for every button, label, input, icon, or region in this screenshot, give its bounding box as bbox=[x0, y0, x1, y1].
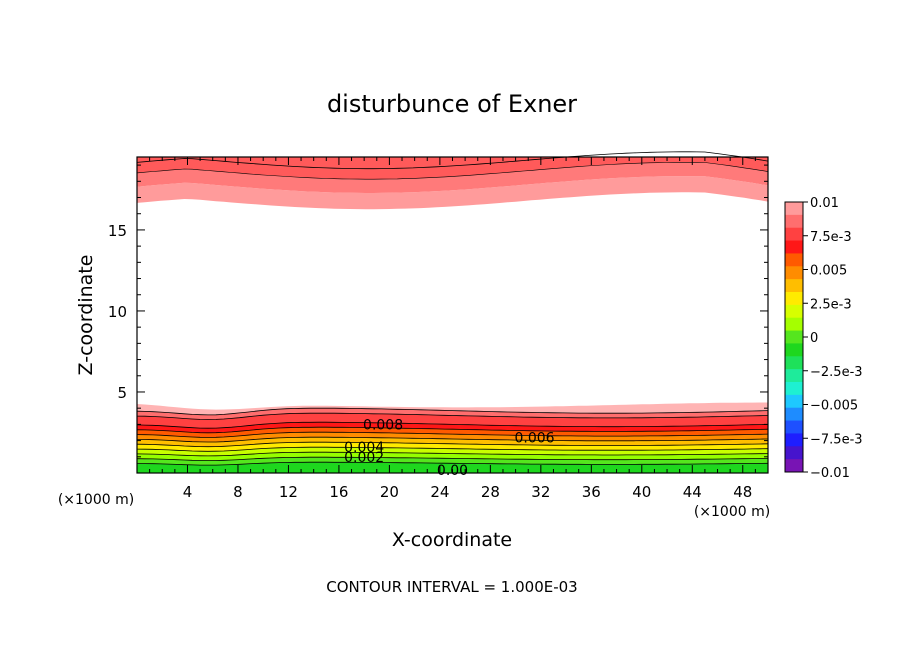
contour-line bbox=[136, 436, 769, 443]
colorbar-label: 0 bbox=[810, 331, 818, 346]
bottom-contour-band bbox=[137, 452, 768, 461]
y-tick-label: 5 bbox=[117, 384, 127, 402]
x-tick-label: 32 bbox=[531, 483, 550, 501]
x-tick-label: 48 bbox=[733, 483, 752, 501]
colorbar: 0.01 7.5e-3 0.005 2.5e-3 0 −2.5e-3 −0.005 −7.5e… bbox=[784, 196, 863, 481]
x-tick-label: 12 bbox=[279, 483, 298, 501]
bottom-contour-band bbox=[137, 442, 768, 452]
x-tick-label: 20 bbox=[380, 483, 399, 501]
colorbar-swatch bbox=[785, 330, 803, 344]
contour-label: 0.006 bbox=[514, 430, 554, 446]
colorbar-swatch bbox=[785, 343, 803, 357]
x-unit-label: (×1000 m) bbox=[694, 504, 770, 520]
contour-line bbox=[136, 431, 769, 438]
bottom-contour-band bbox=[137, 422, 768, 433]
colorbar-label: −0.01 bbox=[810, 466, 850, 481]
colorbar-swatch bbox=[785, 459, 803, 473]
top-contour-band bbox=[137, 176, 768, 210]
chart-title: disturbunce of Exner bbox=[327, 90, 577, 118]
colorbar-swatch bbox=[785, 446, 803, 460]
contour-label: 0.002 bbox=[344, 450, 384, 466]
contour-line bbox=[136, 407, 769, 416]
contour-label: 0.008 bbox=[363, 417, 403, 433]
colorbar-swatch bbox=[785, 407, 803, 422]
contour-line bbox=[136, 151, 769, 170]
contour-line bbox=[136, 451, 769, 457]
colorbar-swatch bbox=[785, 433, 803, 447]
top-contour-band bbox=[137, 162, 768, 193]
contour-line bbox=[136, 446, 769, 452]
colorbar-swatch bbox=[785, 420, 803, 434]
contour-line bbox=[136, 412, 769, 420]
colorbar-swatch bbox=[785, 356, 803, 370]
contour-fill-layer bbox=[137, 157, 768, 473]
colorbar-label: 7.5e-3 bbox=[810, 230, 852, 245]
colorbar-label: −0.005 bbox=[810, 399, 858, 414]
x-tick-label: 44 bbox=[683, 483, 702, 501]
x-axis-label: X-coordinate bbox=[392, 529, 512, 551]
colorbar-swatch bbox=[785, 279, 803, 293]
colorbar-label: −2.5e-3 bbox=[810, 365, 863, 380]
colorbar-swatch bbox=[785, 317, 803, 332]
bottom-contour-band bbox=[137, 408, 768, 420]
colorbar-swatch bbox=[785, 202, 803, 216]
colorbar-label: 0.005 bbox=[810, 264, 847, 279]
contour-line bbox=[137, 461, 769, 466]
x-tick-label: 40 bbox=[632, 483, 651, 501]
x-tick-label: 28 bbox=[481, 483, 500, 501]
colorbar-swatch bbox=[785, 292, 803, 306]
colorbar-swatch bbox=[785, 382, 803, 396]
bottom-contour-band bbox=[137, 447, 768, 456]
y-tick-label: 15 bbox=[108, 222, 127, 240]
colorbar-swatch bbox=[785, 214, 803, 229]
contour-line bbox=[136, 456, 769, 461]
colorbar-swatch bbox=[785, 369, 803, 383]
contour-line bbox=[136, 441, 769, 448]
bottom-contour-band bbox=[137, 427, 768, 438]
top-contour-band bbox=[137, 157, 768, 180]
colorbar-swatch bbox=[785, 266, 803, 280]
colorbar-label: −7.5e-3 bbox=[810, 432, 863, 447]
colorbar-swatch bbox=[785, 240, 803, 254]
contour-line bbox=[136, 162, 769, 180]
contour-lines bbox=[136, 151, 769, 466]
bottom-contour-band bbox=[137, 437, 768, 447]
bottom-contour-band bbox=[137, 432, 768, 442]
colorbar-label: 0.01 bbox=[810, 196, 839, 211]
bottom-contour-band bbox=[137, 413, 768, 429]
bottom-contour-band bbox=[137, 457, 768, 466]
colorbar-swatch bbox=[785, 394, 803, 409]
x-tick-label: 16 bbox=[329, 483, 348, 501]
contour-label: 0.004 bbox=[344, 440, 384, 456]
contour-line bbox=[136, 426, 769, 434]
colorbar-swatch bbox=[785, 253, 803, 267]
contour-interval-note: CONTOUR INTERVAL = 1.000E-03 bbox=[326, 578, 577, 596]
x-tick-label: 24 bbox=[430, 483, 449, 501]
x-tick-label: 4 bbox=[183, 483, 193, 501]
colorbar-swatch bbox=[785, 227, 803, 242]
y-axis-label: Z-coordinate bbox=[75, 255, 97, 376]
bottom-contour-band bbox=[137, 402, 768, 415]
x-tick-label: 8 bbox=[233, 483, 243, 501]
y-tick-label: 10 bbox=[108, 303, 127, 321]
contour-line bbox=[136, 421, 769, 429]
colorbar-label: 2.5e-3 bbox=[810, 297, 852, 312]
z-unit-label: (×1000 m) bbox=[58, 492, 134, 508]
bottom-contour-band bbox=[137, 462, 768, 473]
colorbar-swatch bbox=[785, 304, 803, 319]
x-tick-label: 36 bbox=[582, 483, 601, 501]
